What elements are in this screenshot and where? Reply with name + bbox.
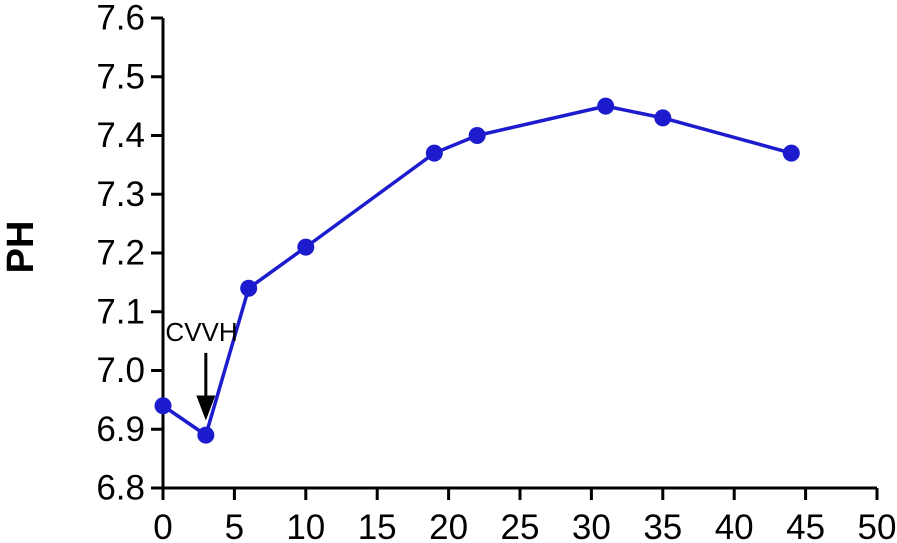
data-point-marker [240, 279, 258, 297]
data-point-marker [654, 109, 672, 127]
data-point-marker [468, 127, 486, 144]
data-point-marker [782, 144, 800, 162]
y-tick-label: 6.8 [96, 469, 145, 508]
x-tick-label: 50 [858, 508, 897, 543]
x-tick-label: 10 [286, 508, 325, 543]
axes-group: 6.8 6.9 7.0 7.1 7.2 7.3 7.4 7.5 7.6 0 5 10 15 20 25 30 3… [96, 0, 896, 543]
x-tick-label: 35 [643, 508, 682, 543]
y-tick-label: 7.0 [96, 351, 145, 390]
x-tick-label: 45 [786, 508, 825, 543]
y-tick-label: 7.3 [96, 175, 145, 214]
x-tick-label: 15 [358, 508, 397, 543]
y-tick-label: 7.1 [96, 292, 145, 331]
data-series-group [154, 97, 800, 444]
x-tick-label: 5 [225, 508, 244, 543]
y-tick-label: 6.9 [96, 410, 145, 449]
cvvh-arrow-head [196, 395, 216, 421]
data-series-line [162, 104, 792, 437]
y-tick-label: 7.4 [96, 116, 145, 155]
x-tick-label: 20 [429, 508, 468, 543]
y-tick-label: 7.2 [96, 234, 145, 273]
data-point-marker [425, 144, 443, 162]
cvvh-annotation-label: CVVH [165, 317, 237, 347]
x-tick-label: 25 [501, 508, 540, 543]
y-tick-label: 7.6 [96, 0, 145, 38]
data-point-marker [197, 426, 215, 444]
x-tick-label: 40 [715, 508, 754, 543]
annotation-group: CVVH [165, 317, 238, 421]
x-tick-label: 30 [572, 508, 611, 543]
data-point-marker [154, 397, 172, 415]
y-axis-title: PH [0, 221, 42, 274]
data-point-marker [597, 97, 615, 115]
y-tick-label: 7.5 [96, 57, 145, 96]
x-tick-label: 0 [153, 508, 172, 543]
data-point-marker [297, 238, 315, 256]
